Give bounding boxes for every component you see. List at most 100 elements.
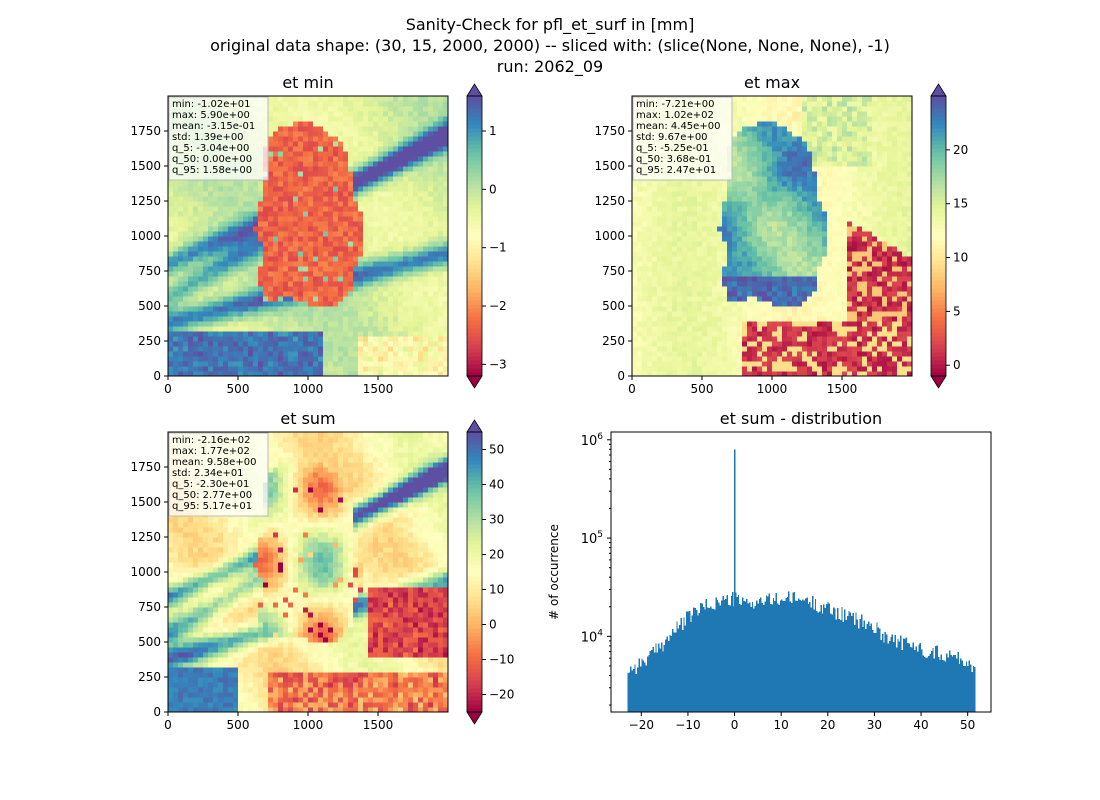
heatmap-cell [398,201,404,207]
heatmap-cell [782,126,788,132]
heatmap-cell [243,341,249,347]
heatmap-cell [438,351,444,357]
heatmap-cell [273,101,279,107]
heatmap-cell [707,326,713,332]
heatmap-cell [413,116,419,122]
heatmap-cell [378,146,384,152]
heatmap-cell [273,371,279,377]
heatmap-cell [283,101,289,107]
heatmap-cell [188,366,194,372]
heatmap-cell [253,276,259,282]
heatmap-cell [782,276,788,282]
heatmap-cell [687,326,693,332]
heatmap-cell [762,306,768,312]
heatmap-cell [747,251,753,257]
heatmap-cell [298,326,304,332]
heatmap-cell [712,256,718,262]
heatmap-cell [388,361,394,367]
heatmap-cell [198,311,204,317]
colorbar-tick-label: −3 [489,357,507,371]
heatmap-cell [213,371,219,377]
heatmap-cell [288,156,294,162]
heatmap-cell [373,281,379,287]
heatmap-cell [672,251,678,257]
heatmap-cell [757,371,763,377]
heatmap-cell [268,356,274,362]
heatmap-cell [323,221,329,227]
heatmap-cell [318,106,324,112]
heatmap-cell [657,211,663,217]
heatmap-cell [333,271,339,277]
colorbar-segment [467,264,482,269]
heatmap-cell [732,106,738,112]
heatmap-cell [318,231,324,237]
heatmap-cell [682,251,688,257]
heatmap-cell [767,236,773,242]
heatmap-cell [318,301,324,307]
heatmap-cell [762,261,768,267]
heatmap-cell [323,316,329,322]
heatmap-cell [423,256,429,262]
heatmap-cell [303,126,309,132]
heatmap-cell [183,326,189,332]
heatmap-cell [303,286,309,292]
heatmap-cell [692,316,698,322]
heatmap-cell [243,186,249,192]
heatmap-cell [732,236,738,242]
heatmap-cell [273,116,279,122]
heatmap-cell [687,216,693,222]
heatmap-cell [393,281,399,287]
heatmap-cell [323,251,329,257]
heatmap-cell [178,331,184,337]
heatmap-cell [637,351,643,357]
heatmap-cell [732,326,738,332]
heatmap-cell [193,286,199,292]
heatmap-cell [403,241,409,247]
heatmap-cell [333,126,339,132]
heatmap-cell [782,236,788,242]
heatmap-cell [348,211,354,217]
heatmap-cell [313,241,319,247]
heatmap-cell [323,261,329,267]
heatmap-cell [388,231,394,237]
heatmap-cell [438,356,444,362]
heatmap-cell [697,241,703,247]
heatmap-cell [363,126,369,132]
heatmap-cell [717,191,723,197]
heatmap-cell [203,226,209,232]
heatmap-cell [652,261,658,267]
heatmap-cell [213,191,219,197]
heatmap-cell [298,101,304,107]
heatmap-cell [338,341,344,347]
heatmap-cell [333,171,339,177]
heatmap-cell [303,101,309,107]
heatmap-cell [198,216,204,222]
heatmap-cell [178,296,184,302]
heatmap-cell [737,231,743,237]
heatmap-cell [303,301,309,307]
heatmap-cell [288,266,294,272]
colorbar-segment [467,300,482,305]
heatmap-cell [388,316,394,322]
heatmap-cell [238,226,244,232]
heatmap-cell [268,331,274,337]
heatmap-cell [188,271,194,277]
heatmap-cell [283,256,289,262]
heatmap-cell [647,361,653,367]
heatmap-cell [777,306,783,312]
heatmap-cell [213,346,219,352]
heatmap-cell [398,136,404,142]
heatmap-cell [168,341,174,347]
heatmap-cell [647,266,653,272]
heatmap-cell [747,141,753,147]
heatmap-cell [383,206,389,212]
heatmap-cell [353,326,359,332]
heatmap-cell [338,216,344,222]
heatmap-cell [762,301,768,307]
heatmap-cell [363,346,369,352]
heatmap-cell [682,326,688,332]
heatmap-cell [313,106,319,112]
heatmap-cell [388,326,394,332]
heatmap-cell [642,291,648,297]
heatmap-cell [168,366,174,372]
